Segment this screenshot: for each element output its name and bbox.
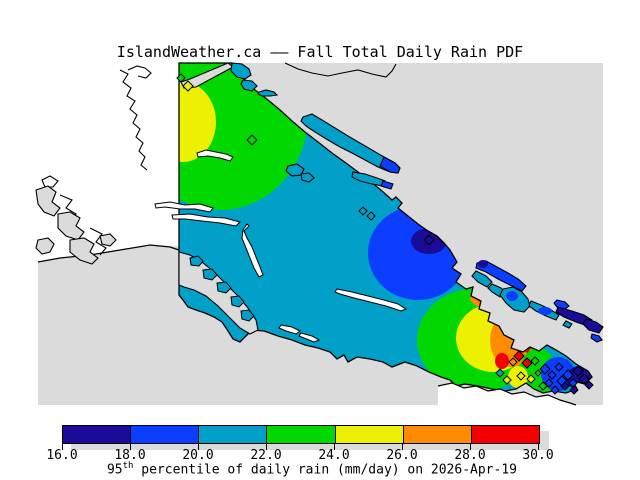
olympic-peninsula <box>437 382 577 406</box>
barkley-sound <box>178 251 259 335</box>
station-markers <box>176 73 594 395</box>
colorbar-tick <box>470 444 471 450</box>
colorbar-segment-26-28 <box>402 426 471 443</box>
kyuquot-islands <box>35 185 117 265</box>
coastline <box>37 244 180 263</box>
colorbar-tick-label: 20.0 <box>182 448 214 463</box>
colorbar-tick <box>62 444 63 450</box>
colorbar-segment-18-20 <box>130 426 199 443</box>
colorbar-tick-label: 26.0 <box>386 448 418 463</box>
colorbar-tick <box>130 444 131 450</box>
colorbar-tick <box>538 444 539 450</box>
colorbar-tick <box>266 444 267 450</box>
caption-text: percentile of daily rain (mm/day) on 202… <box>133 462 517 478</box>
no-data-mask <box>38 63 179 262</box>
page-title: IslandWeather.ca —— Fall Total Daily Rai… <box>116 43 524 61</box>
colorbar-tick <box>334 444 335 450</box>
caption-ordinal: th <box>122 461 134 471</box>
colorbar-tick-label: 24.0 <box>318 448 350 463</box>
island-coastline <box>178 62 593 394</box>
northwest-coast-outlines <box>41 65 152 256</box>
lakes <box>154 149 408 343</box>
colorbar-tick-label: 16.0 <box>46 448 78 463</box>
colorbar-tick-label: 30.0 <box>522 448 554 463</box>
colorbar-tick-label: 22.0 <box>250 448 282 463</box>
colorbar-segment-24-26 <box>334 426 403 443</box>
colorbar <box>62 425 540 444</box>
caption-number: 95 <box>106 462 123 478</box>
colorbar-tick <box>198 444 199 450</box>
colorbar-caption: 95th percentile of daily rain (mm/day) o… <box>0 461 624 477</box>
gulf-islands <box>471 260 604 343</box>
colorbar-segment-28-30 <box>470 426 539 443</box>
colorbar-segment-16-18 <box>63 426 131 443</box>
colorbar-tick-label: 28.0 <box>454 448 486 463</box>
contour-24-26-north <box>179 82 216 162</box>
colorbar-segment-20-22 <box>198 426 267 443</box>
colorbar-segment-22-24 <box>266 426 335 443</box>
colorbar-tick-label: 18.0 <box>114 448 146 463</box>
strait-islands <box>230 62 401 190</box>
colorbar-tick <box>402 444 403 450</box>
contour-28-30-spot <box>495 353 509 369</box>
